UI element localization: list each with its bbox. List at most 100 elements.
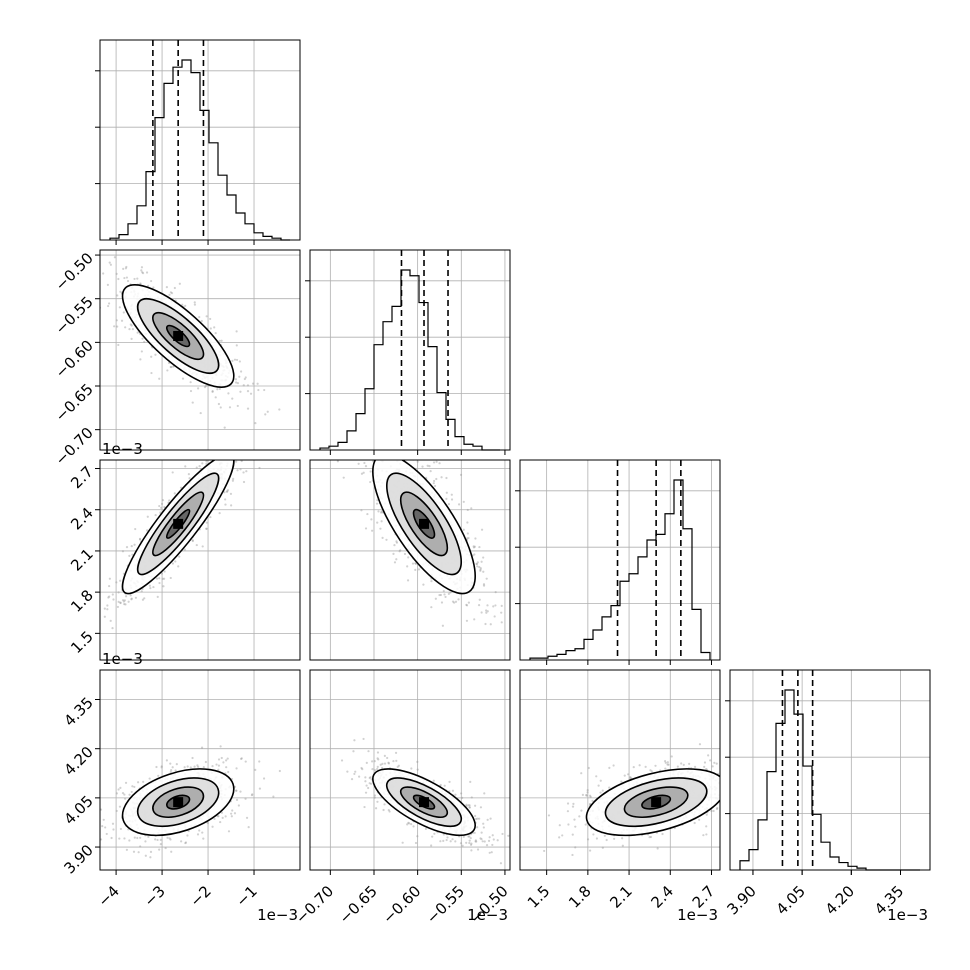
scatter-point	[398, 550, 401, 553]
scatter-point	[123, 837, 126, 840]
scatter-point	[441, 624, 444, 627]
scatter-point	[746, 784, 748, 786]
scatter-point	[200, 319, 203, 323]
scatter-point	[225, 766, 228, 769]
scatter-point	[263, 388, 266, 392]
scatter-point	[782, 758, 784, 760]
pair-panel-p1-p2	[309, 457, 511, 661]
scatter-point	[424, 827, 428, 831]
scatter-point	[189, 766, 192, 769]
scatter-point	[478, 545, 481, 549]
scatter-point	[150, 371, 153, 375]
scatter-point	[726, 771, 728, 773]
scatter-point	[702, 834, 705, 837]
scatter-point	[405, 457, 407, 459]
scatter-point	[106, 604, 109, 607]
scatter-point	[664, 767, 667, 770]
scatter-point	[376, 767, 379, 771]
scatter-point	[186, 834, 189, 837]
scatter-point	[499, 862, 503, 865]
scatter-point	[188, 477, 191, 480]
scatter-point	[654, 764, 657, 767]
scatter-point	[735, 821, 737, 823]
scatter-point	[223, 491, 226, 494]
scatter-point	[251, 440, 253, 442]
scatter-point	[711, 765, 714, 768]
scatter-point	[206, 821, 209, 825]
scatter-point	[102, 272, 105, 275]
scatter-point	[710, 809, 713, 813]
scatter-point	[470, 849, 473, 852]
scatter-point	[578, 815, 581, 818]
scatter-point	[358, 775, 361, 778]
scatter-point	[395, 541, 399, 544]
scatter-point	[482, 822, 485, 825]
scatter-point	[621, 837, 624, 840]
scatter-point	[383, 754, 386, 757]
scatter-point	[470, 842, 473, 845]
scatter-point	[160, 766, 163, 769]
scatter-point	[196, 764, 199, 767]
scatter-point	[595, 837, 599, 840]
scatter-point	[141, 272, 145, 275]
scatter-point	[112, 598, 115, 601]
scatter-point	[169, 838, 172, 841]
panel-frame	[99, 249, 301, 451]
scatter-point	[486, 610, 489, 613]
scatter-point	[170, 365, 173, 369]
scatter-point	[496, 839, 499, 842]
scatter-point	[124, 781, 128, 784]
scatter-point	[217, 402, 220, 406]
scatter-point	[465, 841, 468, 844]
scatter-point	[480, 831, 483, 834]
scatter-point	[209, 317, 212, 321]
scatter-point	[227, 830, 231, 833]
scatter-point	[150, 279, 153, 283]
scatter-point	[89, 583, 91, 585]
scatter-point	[278, 769, 281, 773]
scatter-point	[712, 809, 715, 813]
scatter-point	[246, 384, 250, 387]
scatter-point	[197, 387, 200, 390]
scatter-point	[180, 840, 183, 843]
scatter-point	[474, 804, 477, 807]
scatter-point	[705, 825, 708, 828]
scatter-point	[445, 476, 448, 480]
scatter-point	[122, 267, 125, 270]
scatter-point	[100, 808, 103, 811]
scatter-point	[220, 458, 222, 460]
scatter-point	[447, 502, 450, 506]
scatter-point	[494, 591, 497, 594]
scatter-point	[166, 369, 169, 372]
y-tick-label: 3.90	[60, 841, 96, 877]
scatter-point	[118, 837, 121, 840]
scatter-point	[396, 765, 399, 768]
scatter-point	[233, 812, 237, 815]
scatter-point	[165, 759, 168, 762]
y-tick-label: −0.60	[52, 336, 97, 381]
scatter-point	[116, 605, 120, 609]
scatter-point	[162, 585, 165, 588]
scatter-point	[161, 499, 165, 502]
scatter-point	[221, 816, 224, 820]
scatter-point	[222, 446, 224, 448]
scatter-point	[414, 841, 418, 845]
scatter-point	[244, 760, 247, 763]
scatter-point	[252, 382, 255, 385]
scatter-point	[376, 757, 379, 760]
scatter-point	[174, 560, 177, 563]
panel-frame	[99, 39, 301, 241]
scatter-point	[416, 768, 419, 771]
scatter-point	[369, 782, 373, 785]
x-tick-label: −2	[187, 882, 215, 910]
scatter-point	[270, 403, 272, 405]
scatter-point	[476, 565, 479, 568]
scatter-point	[108, 577, 111, 580]
scatter-point	[195, 543, 198, 547]
scatter-point	[387, 809, 390, 812]
panel-frame	[729, 669, 931, 871]
scatter-point	[140, 590, 143, 593]
scatter-point	[467, 835, 470, 838]
scatter-point	[574, 825, 577, 828]
scatter-point	[488, 851, 491, 854]
